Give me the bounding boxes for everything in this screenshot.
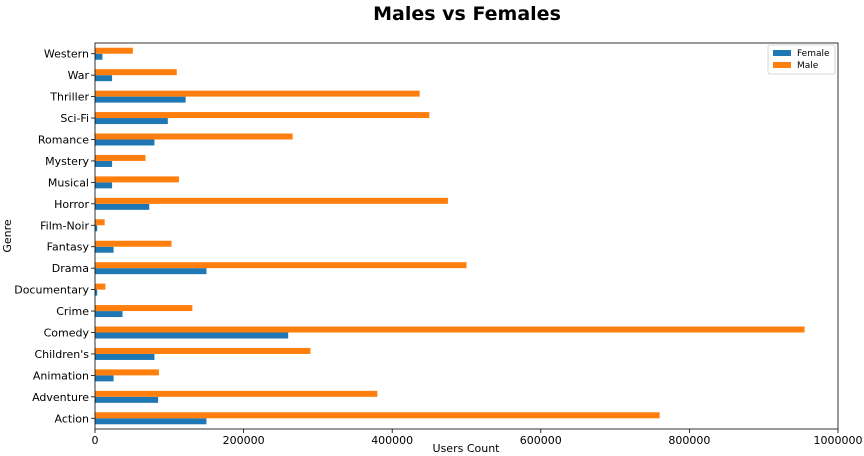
bar-male-documentary [95, 283, 106, 290]
y-tick-label: Children's [34, 348, 89, 361]
bar-female-fantasy [95, 246, 114, 253]
bars-group [95, 47, 805, 425]
y-tick-label: War [68, 69, 90, 82]
x-tick-label: 400000 [371, 434, 413, 447]
bar-male-thriller [95, 90, 420, 97]
x-tick-label: 0 [92, 434, 99, 447]
x-tick-label: 800000 [668, 434, 710, 447]
bar-male-comedy [95, 326, 805, 333]
y-tick-label: Romance [38, 134, 89, 147]
bar-male-western [95, 47, 133, 54]
bar-female-children-s [95, 353, 155, 360]
y-tick-label: Film-Noir [40, 219, 89, 232]
y-tick-label: Musical [48, 176, 89, 189]
y-tick-label: Comedy [44, 327, 90, 340]
y-tick-label: Adventure [32, 391, 89, 404]
y-tick-label: Drama [52, 262, 89, 275]
plot-frame [94, 42, 839, 430]
y-tick-label: Animation [33, 369, 89, 382]
bar-male-crime [95, 305, 193, 312]
bar-female-romance [95, 139, 155, 146]
y-tick-label: Action [55, 412, 89, 425]
y-tick-label: Crime [56, 305, 89, 318]
legend-swatch-male [773, 62, 791, 68]
bar-male-children-s [95, 347, 311, 354]
bar-male-adventure [95, 390, 378, 397]
bar-male-film-noir [95, 219, 105, 226]
y-axis-ticks: Action Adventure Animation Children's Comedy… [14, 48, 95, 425]
bar-male-fantasy [95, 240, 172, 247]
bar-female-documentary [95, 289, 98, 296]
bar-male-horror [95, 197, 448, 204]
bar-female-sci-fi [95, 118, 168, 125]
legend-label-female: Female [797, 49, 830, 59]
x-tick-label: 1000000 [814, 434, 863, 447]
bar-male-drama [95, 262, 467, 269]
y-tick-label: Mystery [45, 155, 89, 168]
bar-female-action [95, 418, 207, 425]
chart-title: Males vs Females [373, 3, 561, 25]
bar-female-horror [95, 203, 150, 210]
bar-female-western [95, 53, 103, 60]
y-tick-label: Fantasy [47, 241, 90, 254]
bar-female-adventure [95, 396, 159, 403]
y-axis-label: Genre [1, 219, 14, 253]
bar-female-war [95, 75, 113, 82]
y-tick-label: Documentary [14, 284, 89, 297]
bar-female-comedy [95, 332, 289, 339]
bar-female-animation [95, 375, 114, 382]
y-tick-label: Thriller [49, 91, 89, 104]
x-tick-label: 600000 [520, 434, 562, 447]
bar-female-crime [95, 311, 123, 318]
bar-male-war [95, 69, 177, 76]
bar-male-musical [95, 176, 179, 183]
x-axis-label: Users Count [433, 442, 501, 455]
bar-female-mystery [95, 160, 113, 167]
bar-male-action [95, 412, 660, 419]
bar-female-drama [95, 268, 207, 275]
legend: Female Male [767, 44, 836, 75]
legend-swatch-female [773, 50, 791, 56]
x-tick-label: 200000 [223, 434, 265, 447]
y-tick-label: Western [44, 48, 89, 61]
y-tick-label: Sci-Fi [60, 112, 89, 125]
legend-label-male: Male [797, 61, 819, 71]
y-tick-label: Horror [54, 198, 89, 211]
x-axis-ticks: 0 200000 400000 600000 800000 1000000 [92, 429, 863, 447]
bar-male-sci-fi [95, 112, 430, 119]
bar-male-animation [95, 369, 159, 376]
bar-male-mystery [95, 154, 146, 161]
bar-female-film-noir [95, 225, 98, 232]
bar-female-musical [95, 182, 113, 189]
bar-male-romance [95, 133, 293, 140]
bar-female-thriller [95, 96, 186, 103]
